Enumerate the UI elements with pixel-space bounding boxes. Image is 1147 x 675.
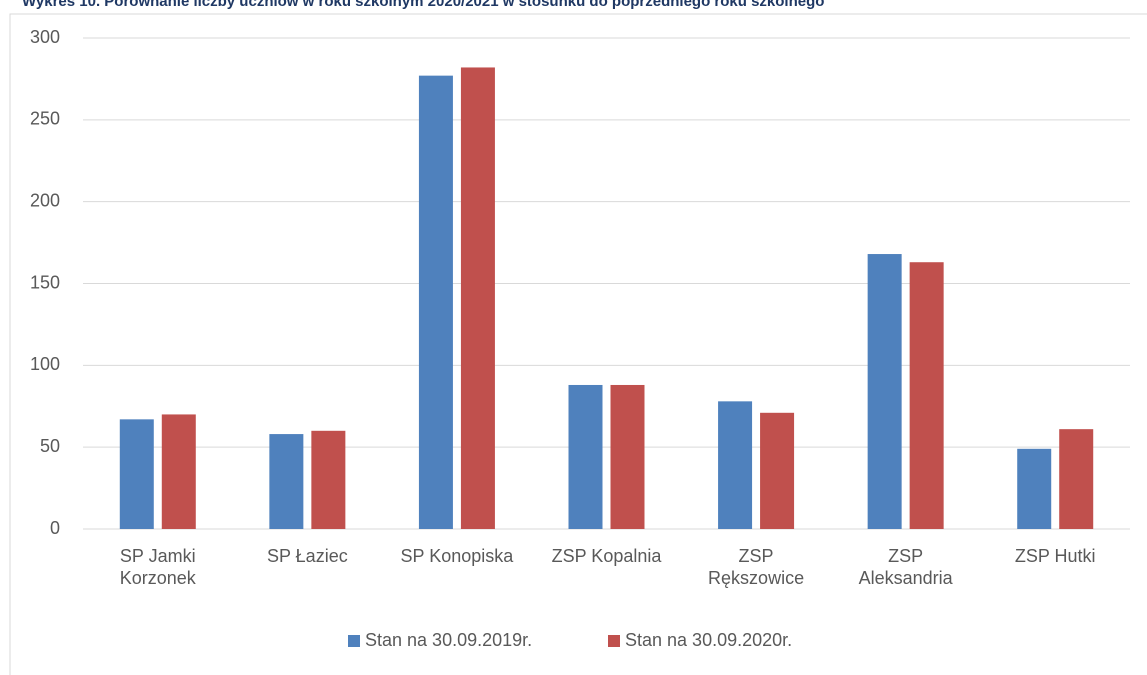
bar xyxy=(867,254,902,530)
bar xyxy=(161,414,196,529)
bar xyxy=(269,434,304,529)
bar xyxy=(610,384,645,529)
x-tick-label: ZSP Hutki xyxy=(1014,546,1096,566)
bar xyxy=(909,262,944,529)
bar xyxy=(1017,448,1052,529)
bar xyxy=(1059,429,1094,529)
bar xyxy=(718,401,753,529)
legend-label: Stan na 30.09.2019r. xyxy=(365,630,532,650)
legend-swatch xyxy=(608,635,620,647)
y-tick-label: 300 xyxy=(30,27,60,47)
x-tick-label: ZSP Kopalnia xyxy=(551,546,662,566)
bar xyxy=(760,412,795,529)
x-tick-label: ZSP Rększowice xyxy=(708,546,805,588)
bar xyxy=(119,419,154,529)
y-tick-label: 100 xyxy=(30,354,60,374)
y-tick-label: 50 xyxy=(40,436,60,456)
chart-title: Wykres 10. Porównanie liczby uczniów w r… xyxy=(22,0,824,10)
bar xyxy=(460,67,495,530)
chart-frame xyxy=(9,13,1147,675)
legend-swatch xyxy=(348,635,360,647)
x-tick-label: SP Konopiska xyxy=(400,546,514,566)
y-tick-label: 250 xyxy=(30,109,60,129)
y-tick-label: 0 xyxy=(50,518,60,538)
bar xyxy=(418,75,453,529)
x-tick-label: SP Jamki Korzonek xyxy=(119,546,196,588)
bar xyxy=(311,430,346,529)
bar xyxy=(568,384,603,529)
legend-label: Stan na 30.09.2020r. xyxy=(625,630,792,650)
x-tick-label: SP Łaziec xyxy=(266,546,348,566)
x-tick-label: ZSP Aleksandria xyxy=(858,546,953,588)
y-tick-label: 150 xyxy=(30,272,60,292)
y-tick-label: 200 xyxy=(30,190,60,210)
